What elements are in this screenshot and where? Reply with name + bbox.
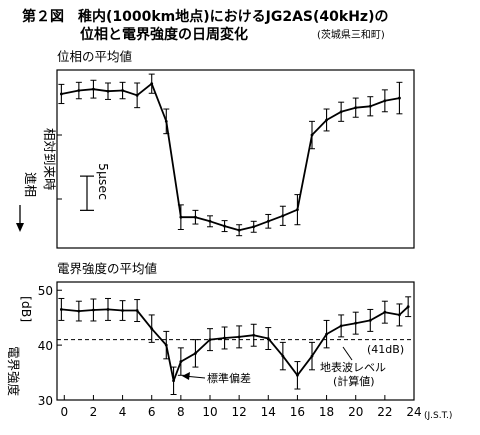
reference-name-line1: 地表波レベル <box>320 360 386 374</box>
field-ytick-label: 30 <box>38 394 53 408</box>
field-plot-frame <box>56 281 415 401</box>
field-point <box>223 336 226 340</box>
phase-plot-frame <box>56 69 415 249</box>
reference-value-label: (41dB) <box>367 343 404 356</box>
phase-point <box>92 87 95 91</box>
field-point <box>406 305 410 309</box>
field-point <box>172 379 175 383</box>
field-yticks: 30 40 50 <box>38 284 62 408</box>
field-point <box>368 319 372 322</box>
phase-point <box>325 118 328 122</box>
field-point <box>354 321 358 325</box>
phase-ylabel: 相対到来時 <box>42 128 57 191</box>
stddev-arrow <box>182 372 206 380</box>
field-xtick-label: 4 <box>119 405 127 419</box>
field-point <box>179 360 183 363</box>
field-series <box>58 296 412 396</box>
phase-point <box>368 104 372 108</box>
field-point <box>325 332 328 336</box>
phase-point <box>310 133 314 137</box>
field-point <box>281 354 285 358</box>
field-ylabel: 電界強度 <box>6 346 21 397</box>
phase-point <box>252 225 256 229</box>
field-point <box>398 313 401 317</box>
field-unit: [dB] <box>19 296 34 322</box>
field-point <box>59 308 63 311</box>
field-point <box>296 373 299 377</box>
phase-point <box>77 89 81 92</box>
phase-point <box>281 214 285 218</box>
field-xtick-label: 0 <box>60 405 68 419</box>
field-panel-title: 電界強度の平均値 <box>57 261 157 276</box>
figure-location: (茨城県三和町) <box>317 28 385 41</box>
phase-yticks <box>57 134 62 200</box>
phase-point <box>135 93 139 97</box>
field-panel: 電界強度の平均値 電界強度 [dB] (41dB) 地表波レベル (計算値) 標… <box>6 261 452 421</box>
field-point <box>121 309 124 312</box>
phase-point <box>150 82 154 86</box>
field-point <box>106 308 110 311</box>
phase-panel-title: 位相の平均値 <box>57 49 132 64</box>
phase-point <box>208 219 212 223</box>
field-point <box>252 333 256 337</box>
field-point <box>208 338 212 342</box>
phase-point <box>179 215 183 219</box>
field-xtick-label: 20 <box>348 405 363 419</box>
field-point <box>383 310 387 314</box>
phase-point <box>354 106 358 110</box>
field-xtick-label: 10 <box>202 405 217 419</box>
phase-scale-bar-label: 5μsec <box>96 163 111 200</box>
phase-point <box>296 208 299 212</box>
phase-scale-bar <box>80 175 94 211</box>
field-xtick-label: 6 <box>148 405 156 419</box>
field-xtick-label: 16 <box>290 405 305 419</box>
field-point <box>310 354 314 358</box>
field-xtick-label: 2 <box>90 405 98 419</box>
field-point <box>237 335 241 339</box>
phase-point <box>266 219 270 223</box>
phase-line <box>61 82 400 232</box>
figure-title-line1: 第２図 稚内(1000km地点)におけるJG2AS(40kHz)の <box>22 8 388 25</box>
phase-series <box>58 73 403 237</box>
phase-point <box>383 99 387 103</box>
field-point <box>194 351 197 355</box>
phase-panel: 位相の平均値 相対到来時 進相 5μsec <box>16 49 415 249</box>
field-point <box>135 309 139 312</box>
field-ytick-label: 40 <box>38 339 53 353</box>
field-xticks: 0 2 4 6 8 10 12 14 16 18 20 22 24 <box>60 395 422 419</box>
field-point <box>92 308 95 312</box>
phase-advance-label: 進相 <box>23 172 38 197</box>
field-xtick-label: 22 <box>377 405 392 419</box>
field-xtick-label: 18 <box>319 405 334 419</box>
reference-leader-line <box>342 346 353 361</box>
phase-point <box>106 89 110 93</box>
phase-point <box>339 110 343 114</box>
field-xtick-label: 12 <box>232 405 247 419</box>
field-point <box>164 343 168 347</box>
phase-point <box>194 215 197 219</box>
field-point <box>339 324 343 328</box>
reference-name-line2: (計算値) <box>333 374 375 388</box>
figure-title-line2: 位相と電界強度の日周変化 <box>80 26 248 43</box>
field-xtick-label: 24 <box>406 405 421 419</box>
field-xtick-label: 8 <box>177 405 185 419</box>
field-line <box>61 306 409 382</box>
phase-point <box>121 89 124 92</box>
advance-arrow <box>16 205 24 232</box>
phase-point <box>237 228 241 232</box>
x-axis-unit: (J.S.T.) <box>424 411 452 421</box>
phase-point <box>223 224 226 228</box>
phase-point <box>59 92 63 96</box>
field-xtick-label: 14 <box>261 405 276 419</box>
phase-point <box>164 119 168 123</box>
field-point <box>266 337 270 340</box>
field-point <box>77 309 81 313</box>
field-ytick-label: 50 <box>38 284 53 298</box>
stddev-label: 標準偏差 <box>207 371 251 385</box>
phase-point <box>398 96 401 100</box>
field-point <box>150 327 154 331</box>
